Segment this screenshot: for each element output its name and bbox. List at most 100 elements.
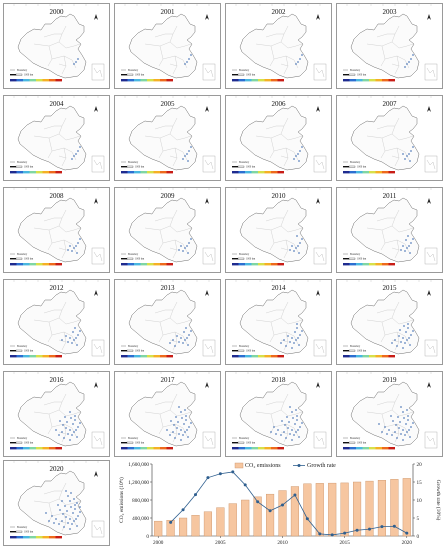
emission-point xyxy=(184,155,186,157)
province-boundary xyxy=(33,41,67,49)
emission-point xyxy=(286,416,288,418)
inset-boundary xyxy=(315,343,325,354)
colorbar-segment xyxy=(258,447,265,450)
emission-point xyxy=(297,429,299,431)
colorbar-segment xyxy=(55,355,62,358)
colorbar-segment xyxy=(245,79,252,82)
north-arrow-icon xyxy=(94,198,98,204)
panel-year-label: 2007 xyxy=(382,100,397,108)
emission-point xyxy=(184,247,186,249)
x-tick-label: 2020 xyxy=(402,540,413,546)
province-boundary xyxy=(255,225,289,233)
colorbar-segment xyxy=(369,79,376,82)
growth-point-2013 xyxy=(318,532,322,536)
emission-point xyxy=(412,330,414,332)
colorbar-segment xyxy=(147,79,154,82)
scale-bar xyxy=(232,166,238,168)
china-outline xyxy=(17,381,87,447)
colorbar-segment xyxy=(258,171,265,174)
emission-point xyxy=(402,153,404,155)
colorbar-segment xyxy=(251,171,258,174)
legend-label-growth: Growth rate xyxy=(307,463,336,469)
china-map-svg: 1000 km Boundary xyxy=(121,188,216,266)
colorbar-segment xyxy=(153,171,160,174)
china-map-svg: 1000 km Boundary xyxy=(343,96,438,174)
province-boundary xyxy=(65,43,81,49)
emission-point xyxy=(406,409,408,411)
colorbar-segment xyxy=(10,171,17,174)
province-boundary xyxy=(58,339,67,343)
emission-point xyxy=(55,518,57,520)
china-outline xyxy=(350,197,420,263)
panel-year-label: 2015 xyxy=(382,284,397,292)
province-boundary xyxy=(43,401,62,406)
province-boundary xyxy=(287,319,303,325)
colorbar-segment xyxy=(49,536,56,539)
emission-point xyxy=(174,345,176,347)
emission-point xyxy=(408,61,410,63)
colorbar-segment xyxy=(232,79,239,82)
y-tick-label: 800,000 xyxy=(132,498,149,504)
province-boundary xyxy=(366,133,400,141)
emission-point xyxy=(284,424,286,426)
colorbar-segment xyxy=(382,171,389,174)
bar-co2-2017 xyxy=(365,480,374,537)
growth-point-2014 xyxy=(330,533,334,537)
emission-point xyxy=(396,345,398,347)
map-panel-2016: 1000 km Boundary 2016 xyxy=(3,371,110,457)
emission-point xyxy=(285,345,287,347)
colorbar-segment xyxy=(134,447,141,450)
colorbar-segment xyxy=(277,447,284,450)
province-boundary xyxy=(398,319,414,325)
emission-point xyxy=(412,238,414,240)
emission-point xyxy=(188,242,190,244)
emission-point xyxy=(59,420,61,422)
emission-point xyxy=(186,429,188,431)
north-arrow-icon xyxy=(205,290,209,296)
colorbar-segment xyxy=(55,536,62,539)
emission-point xyxy=(70,492,72,494)
north-arrow-icon xyxy=(94,471,98,477)
growth-rate-line xyxy=(170,471,407,536)
emission-point xyxy=(295,339,297,341)
emission-point xyxy=(181,417,183,419)
panel-year-label: 2001 xyxy=(160,8,175,16)
colorbar-segment xyxy=(10,355,17,358)
colorbar-segment xyxy=(251,79,258,82)
emission-point xyxy=(188,58,190,60)
colorbar-segment xyxy=(166,447,173,450)
emission-point xyxy=(407,327,409,329)
emission-point xyxy=(297,153,299,155)
north-arrow-icon xyxy=(205,382,209,388)
growth-point-2004 xyxy=(206,476,210,480)
china-outline xyxy=(239,13,309,79)
province-boundary xyxy=(287,135,303,141)
scale-bar xyxy=(121,74,127,76)
emission-point xyxy=(63,437,65,439)
province-boundary xyxy=(391,339,400,343)
scale-bar xyxy=(10,74,16,76)
province-boundary xyxy=(366,225,400,233)
colorbar-segment xyxy=(29,536,36,539)
emission-point xyxy=(405,239,407,241)
colorbar-segment xyxy=(362,355,369,358)
growth-point-2007 xyxy=(243,483,247,487)
growth-point-2001 xyxy=(169,520,173,524)
scale-bar xyxy=(348,165,356,168)
province-boundary xyxy=(398,43,414,49)
china-map-svg: 1000 km Boundary xyxy=(232,96,327,174)
colorbar-segment xyxy=(232,355,239,358)
scale-label: 1000 km xyxy=(24,531,33,534)
scale-label: 1000 km xyxy=(246,166,255,169)
north-arrow-icon xyxy=(427,106,431,112)
colorbar-segment xyxy=(29,447,36,450)
bar-co2-2018 xyxy=(377,480,386,537)
y-tick-label: 0 xyxy=(146,534,149,540)
emission-point xyxy=(396,437,398,439)
bar-co2-2010 xyxy=(278,490,287,537)
emission-point xyxy=(77,515,79,517)
scale-bar xyxy=(343,258,349,260)
emission-point xyxy=(65,427,67,429)
colorbar-segment xyxy=(382,263,389,266)
